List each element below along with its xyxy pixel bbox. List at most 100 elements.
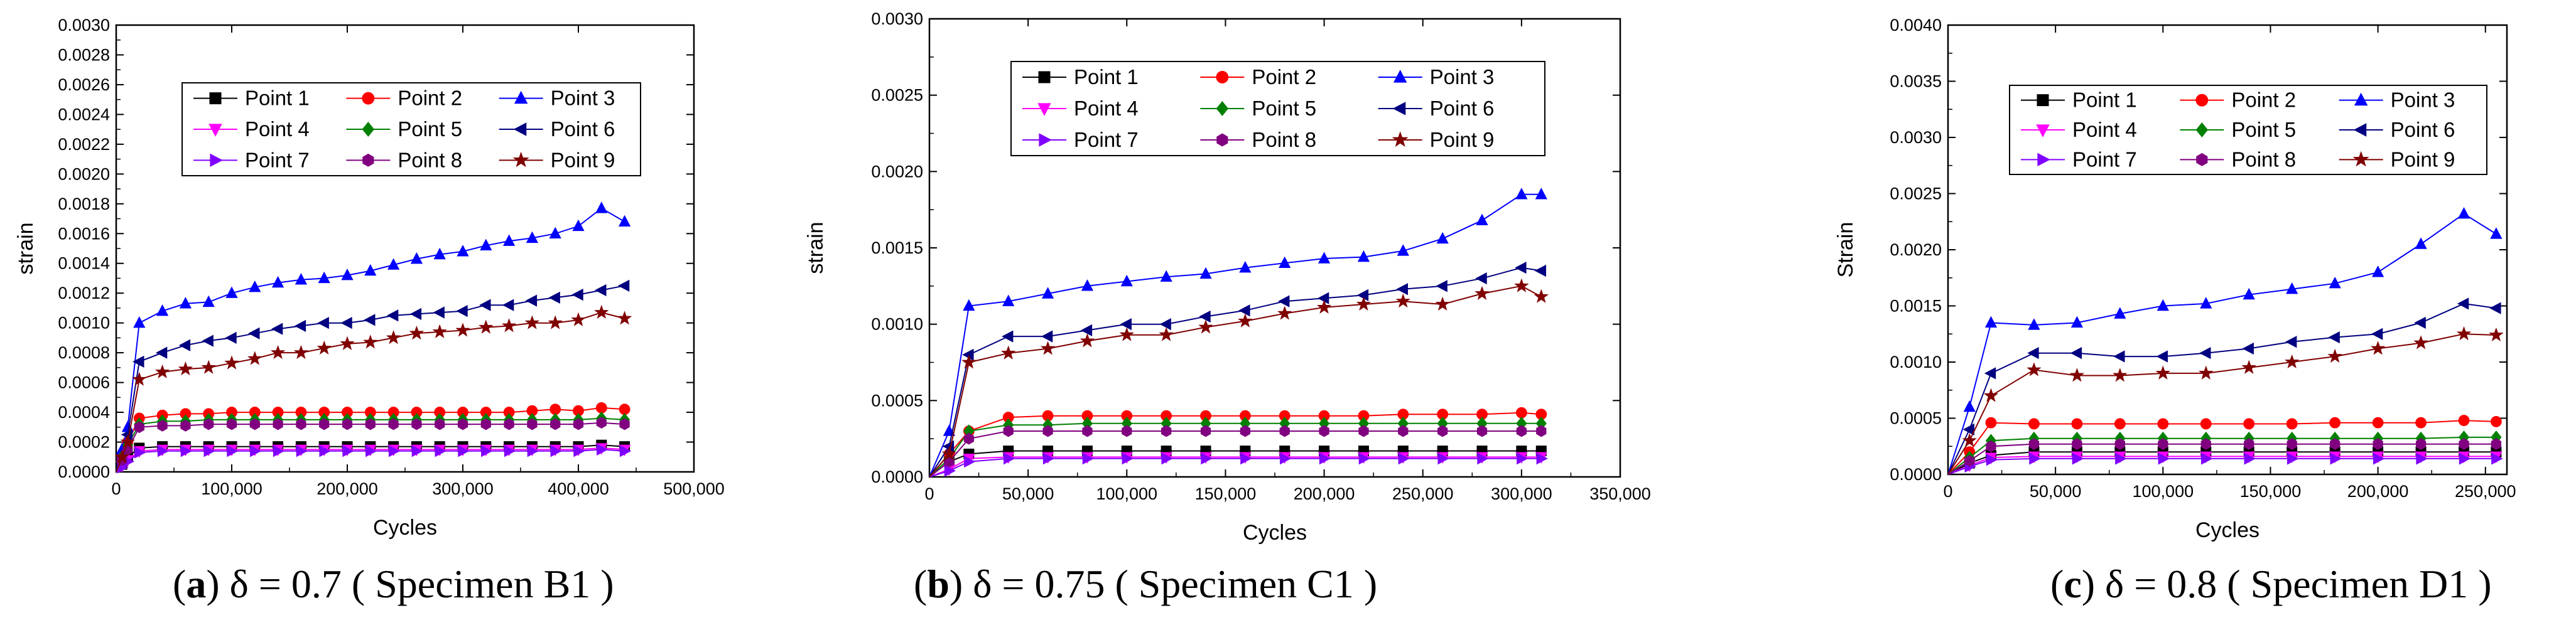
data-point [364, 314, 376, 326]
data-point [249, 280, 261, 292]
data-point [2201, 452, 2213, 465]
data-point [1477, 452, 1489, 465]
data-point [941, 446, 957, 461]
data-point [2286, 418, 2298, 430]
data-point [133, 355, 144, 368]
legend-label: Point 3 [551, 87, 615, 110]
data-point [1964, 455, 1975, 467]
x-tick-label: 300,000 [1491, 484, 1552, 503]
data-point [2070, 347, 2082, 360]
y-tick-label: 0.0020 [1890, 240, 1942, 259]
data-point [456, 305, 468, 318]
data-point [480, 418, 491, 430]
x-tick-label: 0 [111, 479, 121, 498]
data-point [944, 464, 956, 477]
x-tick-label: 250,000 [2455, 482, 2516, 501]
y-tick-label: 0.0010 [1890, 353, 1942, 371]
panel-caption: (a) δ = 0.7 ( Specimen B1 ) [173, 562, 614, 606]
data-point [271, 323, 283, 335]
x-tick-label: 100,000 [1096, 484, 1157, 503]
legend-marker [2036, 124, 2050, 137]
legend-label: Point 5 [1252, 97, 1316, 120]
legend-item: Point 3 [499, 87, 615, 110]
data-point [1280, 452, 1292, 465]
y-tick-label: 0.0035 [1890, 72, 1942, 91]
data-point [1475, 286, 1490, 300]
data-point [1080, 324, 1093, 337]
data-point [2329, 277, 2341, 289]
legend-label: Point 1 [245, 87, 310, 110]
data-point [2028, 418, 2040, 430]
data-point [271, 275, 284, 288]
x-tick-label: 50,000 [2030, 482, 2082, 501]
data-point [435, 418, 445, 430]
data-point [1002, 294, 1015, 306]
data-point [2157, 299, 2169, 311]
data-point [2415, 417, 2427, 429]
data-point [1120, 274, 1133, 287]
data-point [594, 304, 609, 319]
y-tick-label: 0.0005 [871, 391, 923, 410]
series-point-3 [929, 188, 1547, 478]
series-point-3 [1947, 207, 2503, 475]
data-point [1316, 299, 1332, 314]
y-tick-label: 0.0030 [58, 16, 110, 35]
data-point [2456, 326, 2472, 341]
data-point [1319, 425, 1329, 437]
data-point [2114, 418, 2126, 430]
data-point [1199, 310, 1211, 323]
data-point [501, 318, 517, 333]
data-point [180, 445, 193, 457]
data-point [527, 418, 538, 430]
data-point [133, 316, 146, 328]
data-point [2157, 418, 2169, 430]
legend-box [181, 82, 641, 176]
data-point [1003, 425, 1014, 437]
legend-item: Point 9 [2339, 147, 2455, 171]
caption-letter: b [927, 562, 950, 606]
data-point [202, 295, 215, 307]
data-point [1238, 304, 1250, 317]
data-point [1002, 330, 1014, 343]
data-point [595, 201, 608, 213]
data-point [1240, 425, 1250, 437]
data-point [433, 247, 446, 260]
data-point [388, 445, 401, 457]
data-point [2113, 350, 2125, 363]
series-point-4 [929, 452, 1547, 478]
data-point [457, 418, 468, 430]
data-point [2459, 438, 2469, 451]
data-point [2241, 360, 2256, 374]
chart-panel-c: 0 50,000 100,000 150,000 200,000 250,000 0.000… [1834, 16, 2516, 606]
series-point-6 [115, 279, 630, 472]
data-point [178, 361, 193, 376]
legend-marker [2037, 94, 2049, 107]
data-point [2330, 438, 2341, 451]
data-point [1240, 452, 1252, 465]
data-point [1120, 318, 1132, 331]
legend-marker [1216, 100, 1228, 117]
data-point [247, 351, 262, 365]
legend-label: Point 1 [2072, 88, 2137, 112]
legend-item: Point 8 [346, 148, 462, 171]
caption-text: ) δ = 0.7 ( Specimen B1 ) [206, 562, 614, 606]
series-line [929, 193, 1542, 478]
data-point [180, 420, 191, 432]
data-point [2459, 452, 2471, 465]
legend-item: Point 3 [1378, 65, 1494, 88]
data-point [2243, 418, 2255, 430]
data-point [2416, 452, 2428, 465]
data-point [1357, 250, 1370, 262]
legend-marker [2352, 151, 2369, 167]
legend-item: Point 2 [2180, 88, 2296, 112]
data-point [596, 417, 607, 429]
data-point [1536, 425, 1547, 437]
y-tick-label: 0.0015 [1890, 297, 1942, 316]
series-point-2 [116, 402, 630, 472]
data-point [1358, 452, 1371, 465]
data-point [1356, 296, 1372, 311]
legend-marker [1392, 131, 1409, 147]
legend-item: Point 2 [1200, 65, 1316, 88]
y-tick-label: 0.0010 [58, 314, 110, 333]
y-tick-label: 0.0024 [58, 105, 110, 124]
